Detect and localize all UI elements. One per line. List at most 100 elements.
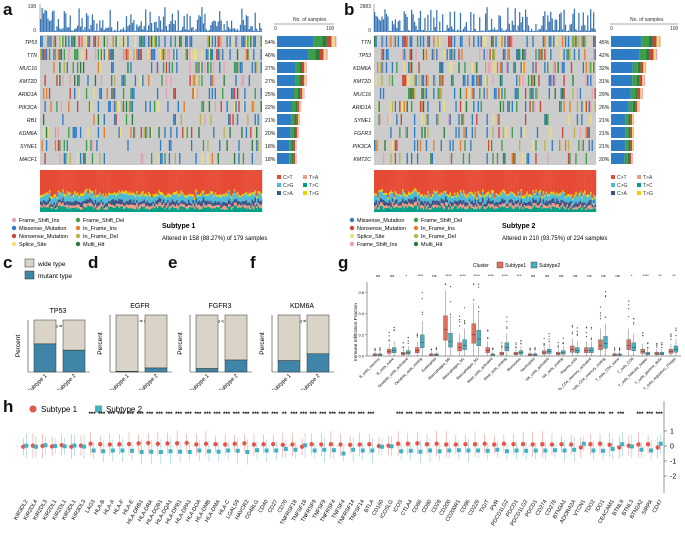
gene-frequency-seg — [643, 62, 646, 73]
mutation-cell — [103, 127, 105, 138]
titv-seg — [396, 170, 398, 194]
titv-seg — [105, 193, 107, 197]
tmb-bar — [189, 16, 191, 32]
mutation-cell — [185, 127, 187, 138]
titv-seg — [96, 207, 98, 210]
tmb-bar — [140, 21, 142, 32]
titv-seg — [149, 209, 152, 212]
titv-seg — [94, 199, 97, 205]
titv-seg — [459, 206, 462, 212]
h-point-1 — [107, 442, 113, 447]
gene-pct-pik3ca: 22% — [265, 105, 276, 111]
gene-frequency-seg — [625, 127, 629, 138]
titv-seg — [467, 205, 469, 209]
mutation-cell — [195, 49, 197, 60]
titv-seg — [146, 170, 149, 196]
titv-seg — [216, 206, 218, 212]
mutation-cell — [458, 114, 460, 125]
titv-seg — [381, 170, 384, 190]
mutation-cell — [393, 36, 395, 47]
titv-seg — [176, 208, 178, 212]
h-point-1 — [271, 441, 276, 447]
titv-seg — [54, 170, 57, 195]
titv-seg — [453, 194, 456, 201]
titv-seg — [65, 205, 67, 207]
titv-seg — [570, 195, 573, 202]
titv-seg — [396, 203, 398, 207]
gene-label-tp53: TP53 — [25, 40, 38, 46]
titv-seg — [97, 206, 100, 210]
titv-seg — [151, 170, 153, 198]
titv-seg — [378, 204, 381, 209]
mutation-cell — [397, 36, 400, 47]
titv-seg — [514, 194, 517, 197]
gene-frequency-seg — [629, 153, 632, 164]
titv-seg — [532, 191, 535, 198]
titv-seg — [533, 203, 536, 206]
tmb-bar — [489, 30, 491, 32]
g-outlier — [656, 346, 658, 348]
mutation-cell — [122, 88, 125, 99]
g-outlier — [613, 347, 616, 349]
titv-seg — [536, 170, 539, 197]
mutation-cell — [536, 88, 539, 99]
titv-seg — [54, 205, 57, 209]
tmb-bar — [40, 19, 42, 32]
mutation-cell — [585, 101, 587, 112]
titv-seg — [384, 192, 387, 195]
titv-seg — [63, 196, 66, 202]
titv-seg — [427, 206, 429, 212]
titv-seg — [230, 196, 233, 199]
titv-legend-label: C>T — [283, 175, 293, 181]
mutation-cell — [254, 88, 256, 99]
g-sig-label: ns — [432, 273, 436, 278]
gene-label-syne1: SYNE1 — [354, 118, 371, 124]
gene-pct-tp53: 42% — [599, 53, 610, 59]
mutation-cell — [567, 36, 570, 47]
titv-seg — [572, 170, 574, 198]
titv-seg — [148, 206, 150, 210]
bar-category-label: Subtype 2 — [300, 373, 322, 390]
titv-seg — [510, 191, 512, 193]
gene-label-tp53: TP53 — [359, 53, 372, 59]
mutation-cell — [69, 75, 71, 86]
titv-seg — [547, 201, 549, 206]
titv-seg — [504, 199, 506, 204]
titv-seg — [465, 206, 468, 210]
gene-frequency-seg — [322, 36, 327, 47]
mutation-cell — [149, 49, 151, 60]
titv-seg — [474, 199, 477, 205]
mutation-legend-dot — [349, 225, 355, 231]
titv-seg — [442, 193, 444, 195]
titv-seg — [421, 201, 424, 206]
titv-seg — [464, 206, 466, 210]
titv-seg — [247, 205, 249, 208]
mutation-cell — [554, 75, 556, 86]
titv-seg — [510, 198, 512, 203]
titv-seg — [538, 208, 540, 212]
titv-seg — [446, 170, 449, 195]
titv-seg — [588, 196, 591, 201]
mutation-cell — [247, 36, 249, 47]
titv-seg — [458, 195, 461, 197]
titv-seg — [45, 204, 48, 208]
titv-seg — [496, 194, 499, 196]
titv-seg — [139, 204, 141, 209]
tmb-bar — [198, 15, 200, 32]
titv-seg — [241, 204, 243, 207]
h-point-1 — [88, 441, 93, 446]
bar-title: KDM6A — [290, 303, 314, 310]
mutation-cell — [185, 49, 187, 60]
titv-seg — [85, 204, 88, 208]
titv-seg — [248, 205, 251, 210]
mutation-cell — [254, 36, 256, 47]
titv-seg — [140, 195, 143, 202]
titv-seg — [131, 170, 134, 193]
titv-seg — [514, 170, 517, 195]
mutation-cell — [477, 36, 479, 47]
g-outlier — [478, 311, 480, 313]
titv-seg — [176, 191, 178, 194]
titv-seg — [133, 199, 135, 206]
titv-seg — [171, 193, 174, 195]
mutation-cell — [563, 49, 565, 60]
